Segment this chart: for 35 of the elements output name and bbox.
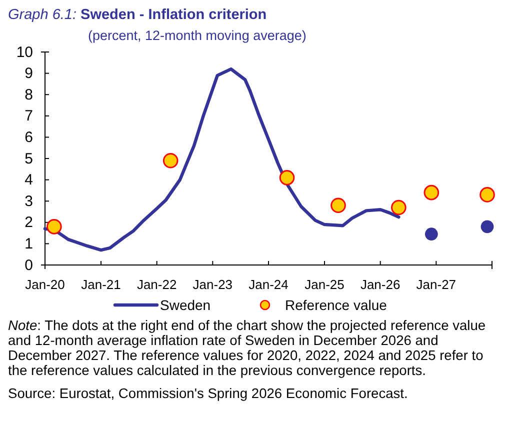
y-tick-label: 2 [24, 214, 33, 232]
point [46, 219, 62, 234]
y-tick-label: 1 [24, 236, 33, 252]
line-series [43, 67, 400, 252]
y-tick-label: 3 [24, 192, 33, 210]
point [279, 170, 295, 186]
legend-label: Reference value [285, 297, 388, 313]
chart-title: Graph 6.1: Sweden - Inflation criterion [8, 7, 267, 23]
text: Note: The dots at the right end of the chart show the projected reference value and 12-month average inflation rate of Sweden in December 2026 and December 2027. The reference values for 2020, 2022, 2024 and 2025 refer to the reference values calculated in the previous convergence reports. [8, 318, 486, 378]
y-tick-label: 9 [24, 65, 33, 82]
point [424, 228, 438, 241]
y-tick-label: 0 [24, 256, 33, 274]
chart-subtitle: (percent, 12-month moving average) [88, 28, 306, 43]
legend-label: Sweden [160, 297, 211, 313]
x-tick-label: Jan-23 [192, 276, 233, 292]
point [480, 187, 495, 202]
point [424, 184, 440, 200]
x-tick-label: Jan-21 [81, 276, 121, 292]
y-tick-label: 8 [24, 86, 33, 104]
x-tick-label: Jan-20 [25, 276, 65, 292]
y-tick-label: 7 [24, 108, 33, 125]
x-tick-label: Jan-25 [304, 276, 344, 292]
y-tick-label: 4 [24, 172, 33, 189]
x-tick-label: Jan-27 [416, 276, 456, 292]
x-tick-label: Jan-24 [248, 276, 288, 292]
y-tick-label: 6 [24, 129, 33, 146]
x-tick-label: Jan-26 [360, 276, 400, 292]
x-tick-label: Jan-22 [136, 276, 177, 292]
source-note: Source: Eurostat, Commission's Spring 2026 Economic Forecast. [8, 386, 408, 401]
y-tick-label: 10 [16, 44, 33, 61]
point [391, 200, 406, 216]
point [162, 152, 178, 168]
point [330, 198, 346, 214]
y-tick-label: 5 [24, 150, 33, 168]
point [480, 220, 494, 234]
